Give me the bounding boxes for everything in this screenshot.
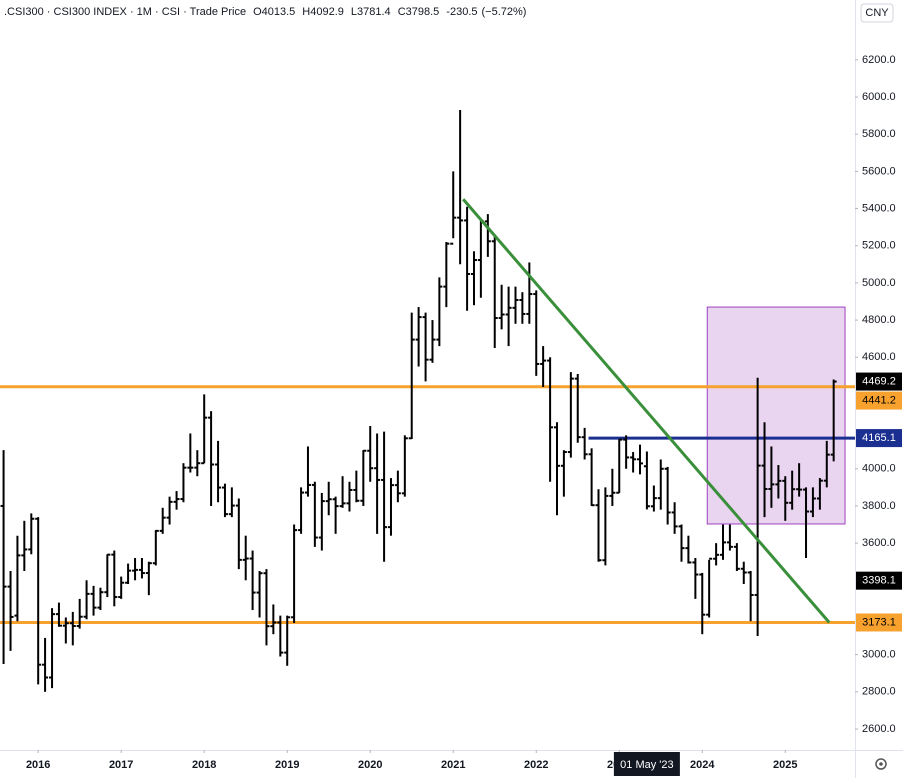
y-tick-label: 2600.0 bbox=[862, 723, 896, 735]
y-tick-label: 4000.0 bbox=[862, 463, 896, 475]
range-box bbox=[706, 306, 846, 525]
y-tick-label: 3000.0 bbox=[862, 649, 896, 661]
y-tick-label: 5200.0 bbox=[862, 240, 896, 252]
settings-icon[interactable] bbox=[875, 758, 887, 770]
header-title: .CSI300 · CSI300 INDEX · 1M · CSI · Trad… bbox=[4, 6, 246, 18]
price-label: 4441.2 bbox=[862, 394, 896, 406]
price-label-box bbox=[856, 613, 902, 632]
legend-value: 3798.5 bbox=[406, 6, 440, 18]
price-label-box bbox=[856, 372, 902, 391]
price-label: 3398.1 bbox=[862, 575, 896, 587]
legend-change-pct: (−5.72%) bbox=[482, 6, 527, 18]
y-tick-label: 5400.0 bbox=[862, 202, 896, 214]
price-label: 3173.1 bbox=[862, 616, 896, 628]
y-tick-label: 5600.0 bbox=[862, 165, 896, 177]
x-tick-label: 2017 bbox=[109, 759, 133, 771]
currency-button[interactable] bbox=[860, 3, 894, 23]
legend-key: H bbox=[302, 6, 310, 18]
crosshair-x-box bbox=[613, 752, 680, 776]
trend-line bbox=[462, 198, 831, 624]
price-label-box bbox=[856, 391, 902, 410]
settings-gear[interactable] bbox=[875, 758, 887, 770]
x-tick-label: 2018 bbox=[192, 759, 216, 771]
x-tick-label: 2024 bbox=[690, 759, 715, 771]
y-tick-label: 3600.0 bbox=[862, 537, 896, 549]
y-tick-label: 4800.0 bbox=[862, 314, 896, 326]
x-tick-label: 2020 bbox=[358, 759, 382, 771]
header-legend: .CSI300 · CSI300 INDEX · 1M · CSI · Trad… bbox=[4, 6, 526, 18]
settings-gear-center[interactable] bbox=[879, 762, 883, 766]
x-tick-label: 2019 bbox=[275, 759, 299, 771]
y-tick-label: 5000.0 bbox=[862, 277, 896, 289]
legend-value: 4092.9 bbox=[310, 6, 344, 18]
price-label-box bbox=[856, 571, 902, 590]
legend-key: C bbox=[398, 6, 406, 18]
legend-value: 4013.5 bbox=[262, 6, 296, 18]
currency: CNY bbox=[865, 7, 889, 19]
y-tick-label: 2800.0 bbox=[862, 686, 896, 698]
x-tick-label: 2021 bbox=[441, 759, 465, 771]
price-label: 4165.1 bbox=[862, 432, 896, 444]
legend-value: 3781.4 bbox=[357, 6, 391, 18]
legend-key: L bbox=[351, 6, 357, 18]
y-tick-label: 4600.0 bbox=[862, 351, 896, 363]
y-tick-label: 3800.0 bbox=[862, 500, 896, 512]
price-label: 4469.2 bbox=[862, 375, 896, 387]
y-tick-label: 5800.0 bbox=[862, 128, 896, 140]
y-tick-label: 6000.0 bbox=[862, 91, 896, 103]
legend-key: O bbox=[253, 6, 262, 18]
x-tick-label: 2025 bbox=[773, 759, 797, 771]
y-tick-label: 6200.0 bbox=[862, 54, 896, 66]
crosshair-x-label: 01 May '23 bbox=[620, 759, 673, 771]
x-tick-label: 2016 bbox=[26, 759, 50, 771]
price-label-box bbox=[856, 429, 902, 448]
legend-change: -230.5 bbox=[446, 6, 477, 18]
x-tick-label: 2022 bbox=[524, 759, 548, 771]
